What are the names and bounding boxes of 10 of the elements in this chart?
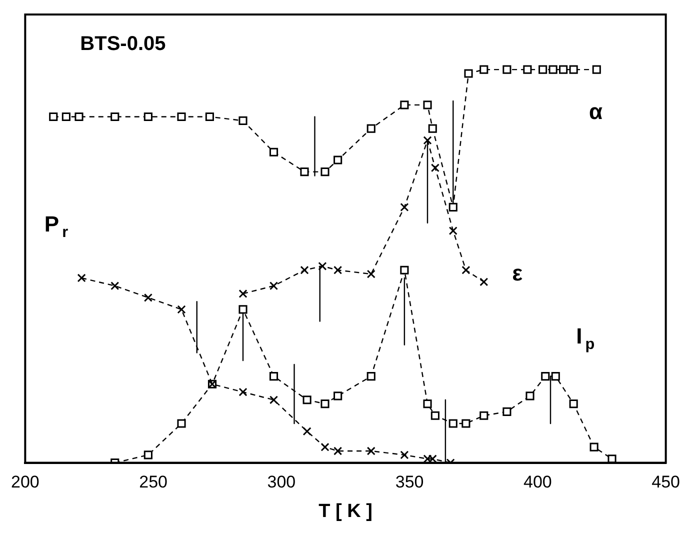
- x-tick-label: 400: [524, 472, 552, 492]
- x-tick-label: 350: [395, 472, 424, 492]
- x-tick-label: 250: [139, 472, 168, 492]
- series-label: α: [588, 99, 603, 124]
- x-tick-label: 450: [652, 472, 680, 492]
- chart-title: BTS-0.05: [80, 33, 166, 56]
- series-label: ε: [512, 260, 524, 286]
- x-axis-title: T [ K ]: [318, 500, 372, 522]
- x-tick-label: 300: [267, 472, 296, 492]
- x-tick-label: 200: [10, 472, 40, 492]
